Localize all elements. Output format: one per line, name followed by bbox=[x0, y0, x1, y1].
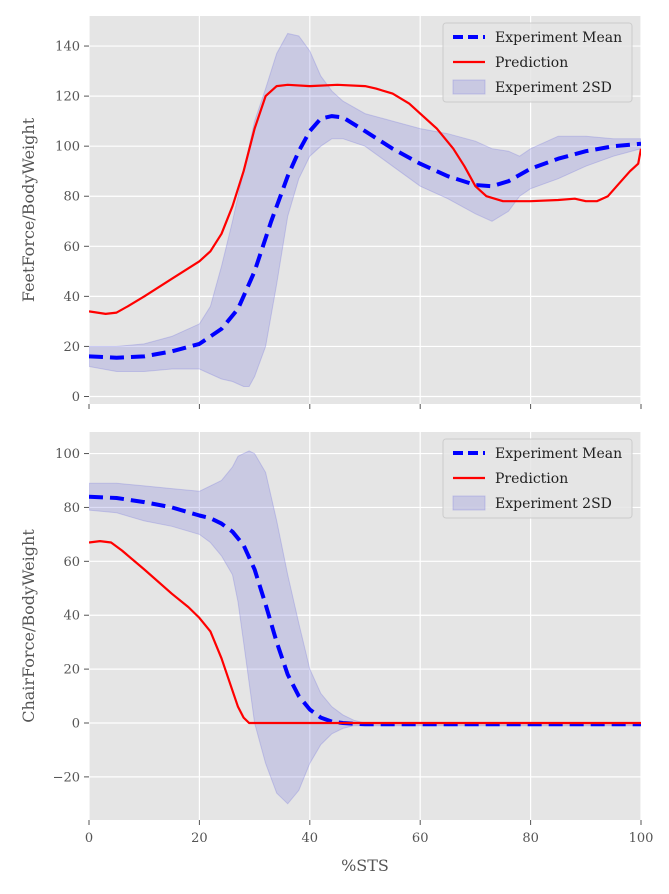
legend-label: Experiment Mean bbox=[495, 30, 622, 46]
x-tick-label: 0 bbox=[85, 831, 93, 846]
legend-label: Experiment 2SD bbox=[495, 496, 612, 512]
y-tick-label: 100 bbox=[55, 447, 80, 462]
legend-box bbox=[442, 22, 633, 103]
line-experiment-mean bbox=[89, 494, 641, 727]
legend-swatch-band bbox=[452, 495, 486, 511]
y-tick-label: 60 bbox=[63, 240, 80, 255]
y-tick-label: −20 bbox=[53, 770, 80, 785]
legend-label: Prediction bbox=[495, 471, 568, 487]
x-tick-label: 20 bbox=[191, 831, 208, 846]
band-experiment-2sd bbox=[89, 450, 641, 805]
legend-swatch-band bbox=[452, 79, 486, 95]
y-tick-label: 0 bbox=[72, 717, 80, 732]
x-tick-label: 40 bbox=[302, 831, 319, 846]
line-prediction bbox=[89, 539, 641, 725]
y-tick-label: 40 bbox=[63, 290, 80, 305]
legend-label: Experiment 2SD bbox=[495, 80, 612, 96]
legend-label: Experiment Mean bbox=[495, 446, 622, 462]
y-tick-label: 20 bbox=[63, 663, 80, 678]
line-prediction bbox=[89, 83, 641, 315]
y-tick-label: 120 bbox=[55, 90, 80, 105]
legend: Experiment Mean Prediction Experiment 2SD bbox=[442, 438, 633, 519]
feet-force-panel: 0 20 40 60 80 100 120 140 FeetForce/BodyWeight Ex… bbox=[19, 16, 642, 409]
chair-force-panel: −20 0 20 40 60 80 100 0 20 40 60 80 100 ChairForce/Bo… bbox=[19, 432, 653, 875]
y-axis-label: FeetForce/BodyWeight bbox=[19, 117, 38, 302]
line-experiment-mean bbox=[89, 114, 641, 360]
y-tick-label: 100 bbox=[55, 140, 80, 155]
legend: Experiment Mean Prediction Experiment 2SD bbox=[442, 22, 633, 103]
x-tick-label: 60 bbox=[412, 831, 429, 846]
y-axis-label: ChairForce/BodyWeight bbox=[19, 529, 38, 723]
x-axis-label: %STS bbox=[341, 856, 389, 875]
legend-label: Prediction bbox=[495, 55, 568, 71]
y-tick-label: 60 bbox=[63, 555, 80, 570]
y-tick-label: 40 bbox=[63, 609, 80, 624]
legend-box bbox=[442, 438, 633, 519]
y-tick-label: 20 bbox=[63, 340, 80, 355]
y-tick-label: 80 bbox=[63, 501, 80, 516]
data-layer bbox=[89, 450, 641, 805]
y-tick-label: 140 bbox=[55, 40, 80, 55]
y-tick-label: 0 bbox=[72, 390, 80, 405]
x-tick-label: 100 bbox=[629, 831, 654, 846]
x-tick-label: 80 bbox=[522, 831, 539, 846]
band-experiment-2sd bbox=[89, 32, 641, 387]
y-tick-label: 80 bbox=[63, 190, 80, 205]
data-layer bbox=[89, 32, 641, 387]
